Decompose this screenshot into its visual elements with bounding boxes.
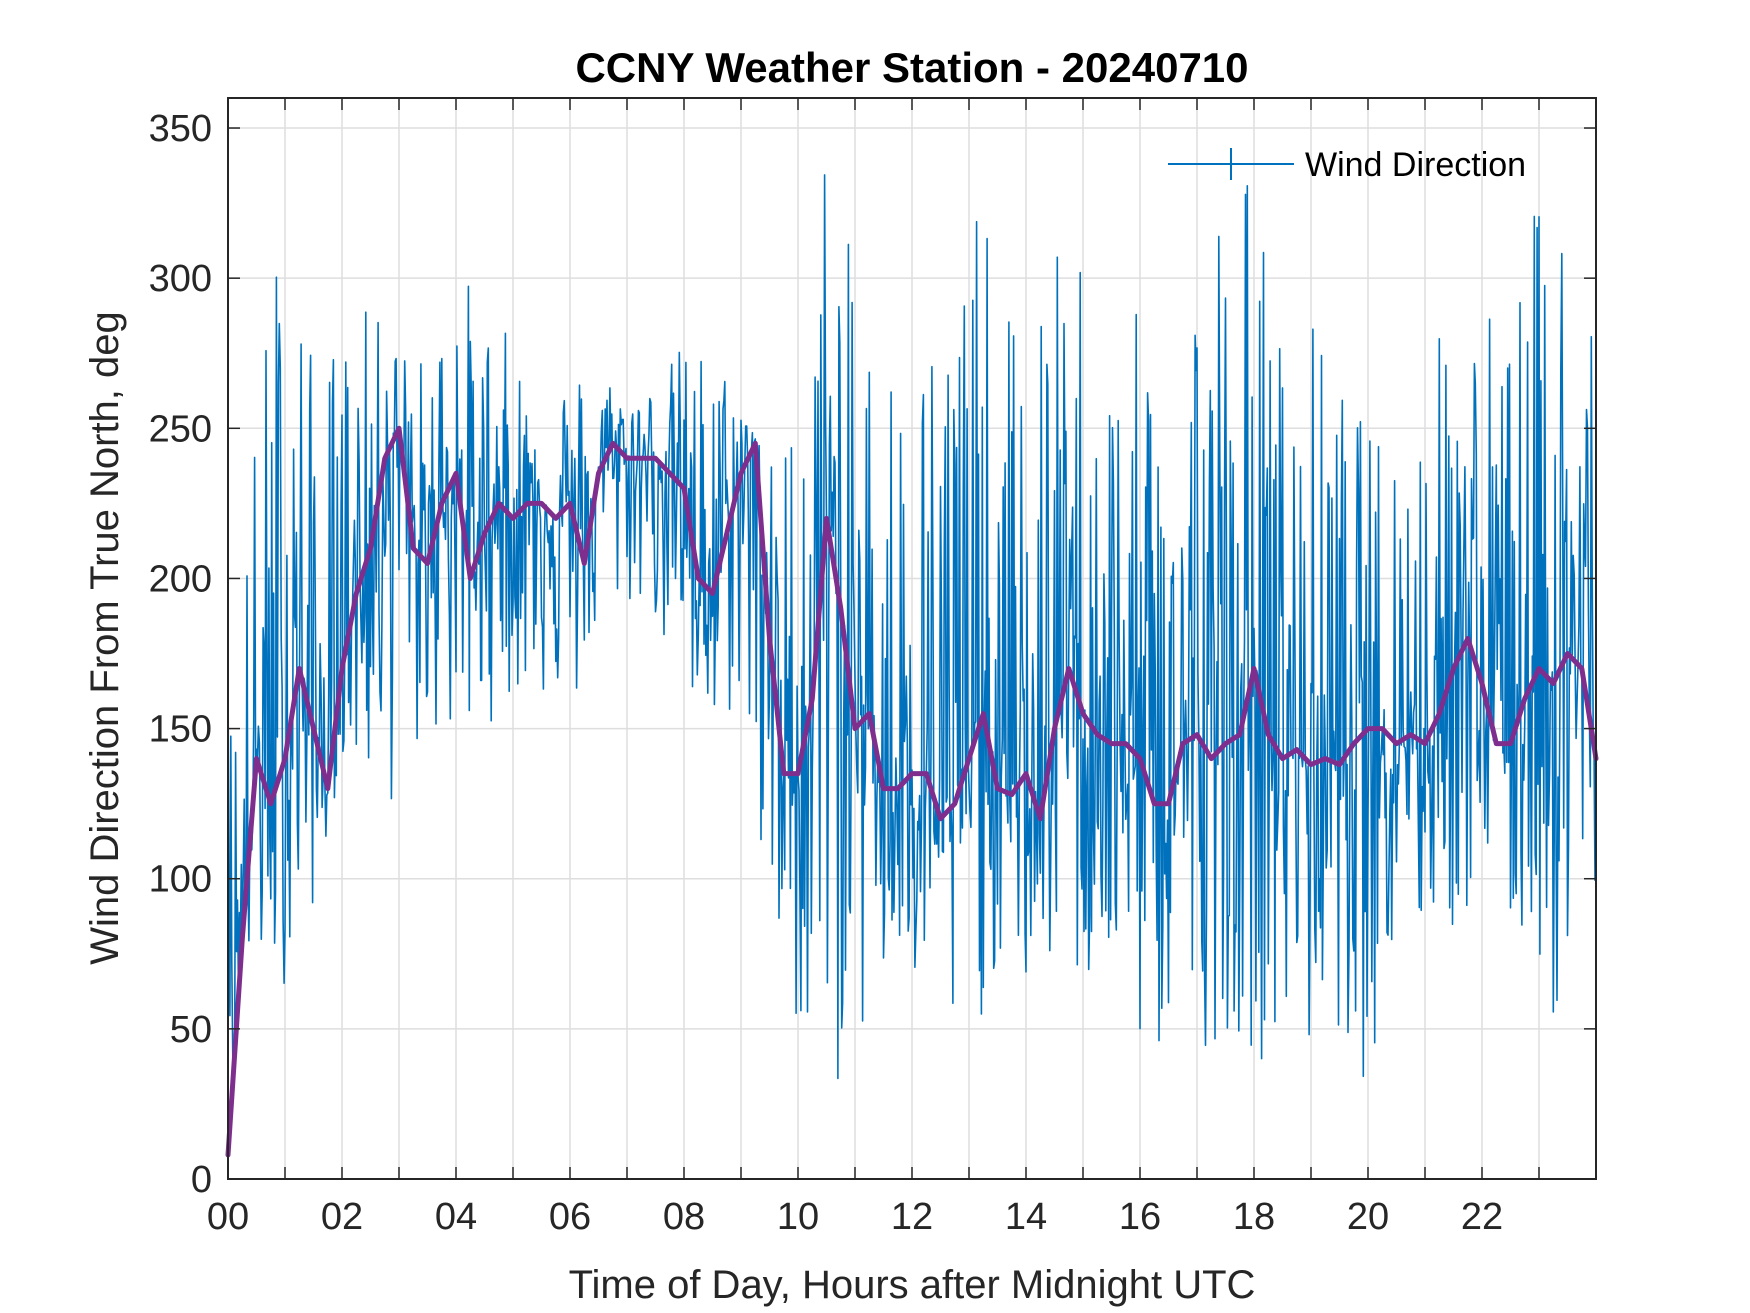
y-tick-label: 250 [149,408,212,450]
x-tick-label: 20 [1347,1196,1389,1238]
x-tick-label: 22 [1461,1196,1503,1238]
x-tick-label: 16 [1119,1196,1161,1238]
x-tick-label: 18 [1233,1196,1275,1238]
x-tick-label: 02 [321,1196,363,1238]
series-wind-direction-line [227,174,1597,1080]
legend-entry-wind-direction: Wind Direction [1305,146,1526,184]
x-tick-label: 14 [1005,1196,1047,1238]
legend: Wind Direction [1168,146,1526,184]
series-wind-direction [227,174,1597,1080]
y-tick-label: 200 [149,558,212,600]
axis-ticks: 0 50 100 150 200 250 300 350 00 02 04 06 08 10 12 14 16 1… [149,98,1596,1238]
y-tick-label: 0 [191,1159,212,1201]
y-tick-label: 300 [149,258,212,300]
x-axis-label: Time of Day, Hours after Midnight UTC [569,1263,1256,1307]
series-smoothed-line [225,425,1599,1158]
y-tick-label: 150 [149,709,212,751]
y-axis-label: Wind Direction From True North, deg [83,311,127,965]
y-tick-label: 350 [149,108,212,150]
x-tick-label: 00 [207,1196,249,1238]
x-tick-label: 08 [663,1196,705,1238]
series-smoothed [225,425,1599,1158]
chart-title: CCNY Weather Station - 20240710 [575,44,1248,91]
x-tick-label: 12 [891,1196,933,1238]
y-tick-label: 50 [170,1009,212,1051]
x-tick-label: 10 [777,1196,819,1238]
x-tick-label: 04 [435,1196,477,1238]
x-tick-label: 06 [549,1196,591,1238]
y-tick-label: 100 [149,859,212,901]
